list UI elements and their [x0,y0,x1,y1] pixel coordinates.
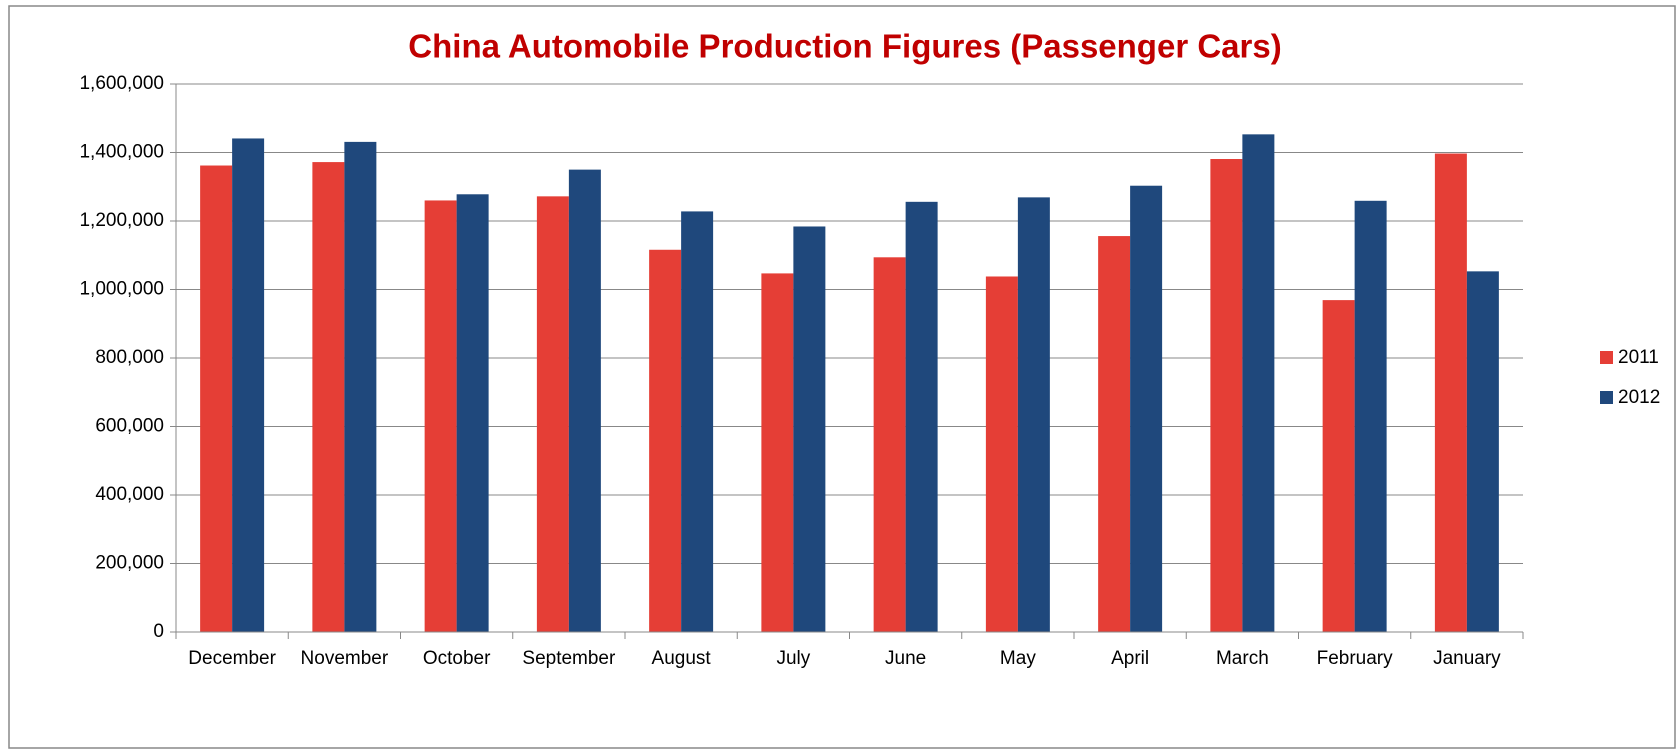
x-tick-label: February [1317,648,1394,669]
bar [1210,159,1243,632]
bar [536,196,569,632]
x-tick-label: November [301,648,389,669]
x-tick-label: September [522,648,616,669]
bar [424,200,457,632]
y-tick-label: 400,000 [95,484,164,505]
x-tick-label: June [885,648,926,669]
bar [873,257,906,632]
bar [312,162,345,632]
y-tick-label: 600,000 [95,416,164,437]
bar [1130,185,1163,632]
x-tick-label: January [1433,648,1501,669]
bar [985,276,1018,632]
x-tick-label: October [423,648,491,669]
bar [344,141,377,632]
chart-title: China Automobile Production Figures (Pas… [408,28,1281,65]
bar [456,194,489,632]
bar [1354,200,1387,633]
y-tick-label: 1,600,000 [79,73,164,94]
x-tick-label: July [776,648,810,669]
x-tick-label: May [1000,648,1036,669]
x-tick-label: March [1216,648,1269,669]
y-tick-label: 800,000 [95,347,164,368]
legend-label: 2012 [1618,387,1660,408]
bar [568,169,601,632]
y-tick-label: 1,400,000 [79,142,164,163]
bar [905,201,938,632]
bar [1017,197,1050,632]
x-tick-label: December [188,648,276,669]
bar [681,211,714,632]
bar [1242,134,1275,632]
y-tick-label: 1,200,000 [79,210,164,231]
bar [200,165,233,632]
bar [761,273,794,632]
x-tick-label: April [1111,648,1149,669]
bar [232,138,265,632]
y-tick-label: 1,000,000 [79,279,164,300]
legend-swatch [1600,351,1613,364]
bar [1434,153,1467,632]
chart-frame [8,5,1676,749]
bar [1098,236,1131,632]
y-tick-label: 200,000 [95,553,164,574]
bar [793,226,826,633]
legend-swatch [1600,391,1613,404]
y-tick-label: 0 [153,621,164,642]
bar [1322,300,1355,632]
x-tick-label: August [652,648,712,669]
bar [649,249,682,632]
bar [1466,271,1499,632]
legend-label: 2011 [1618,347,1659,368]
